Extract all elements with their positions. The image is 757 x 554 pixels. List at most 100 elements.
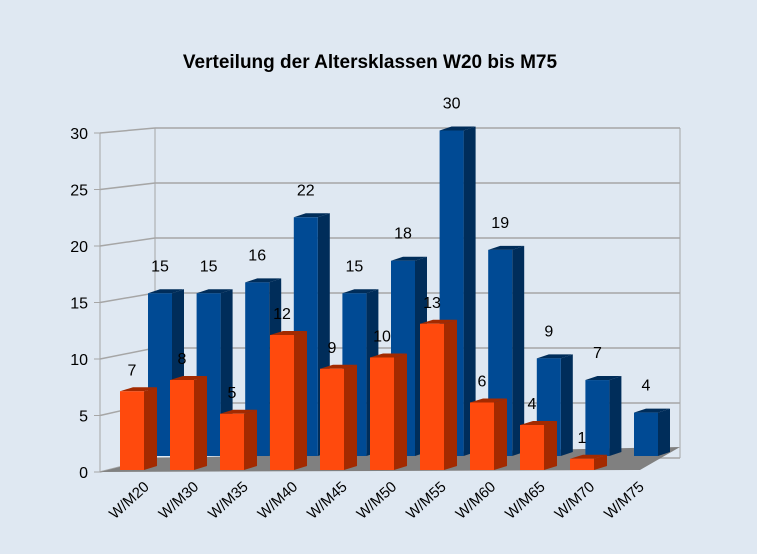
bar-front	[120, 387, 157, 470]
data-label-back: 15	[346, 258, 364, 275]
data-label-back: 4	[642, 378, 651, 395]
y-tick-label: 15	[70, 296, 88, 313]
data-label-front: 5	[228, 385, 237, 402]
bar-back-top	[245, 278, 282, 283]
bar-front-front	[470, 402, 494, 470]
bar-front-side	[294, 331, 307, 470]
gridline-side	[99, 237, 156, 247]
chart-title: Verteilung der Altersklassen W20 bis M75	[183, 52, 558, 73]
data-label-back: 30	[443, 96, 461, 113]
bar-back-top	[293, 213, 330, 218]
bar-back	[196, 289, 233, 456]
bar-front-side	[394, 353, 407, 470]
bar-back-front	[585, 380, 610, 456]
bar-back-side	[463, 126, 476, 456]
bar-back-top	[196, 289, 233, 294]
bar-front-top	[220, 409, 257, 414]
y-tick-label: 10	[70, 352, 88, 369]
bar-front	[320, 364, 357, 470]
data-label-front: 4	[528, 396, 537, 413]
bar-back-top	[391, 256, 427, 261]
y-tick-label: 25	[70, 183, 88, 200]
bar-front	[520, 421, 557, 470]
data-label-back: 16	[248, 247, 266, 264]
bar-back-top	[634, 408, 670, 413]
bar-front-side	[544, 421, 557, 470]
bar-front-side	[344, 364, 357, 470]
bar-back-side	[609, 376, 622, 456]
data-label-back: 9	[544, 323, 553, 340]
bar-front-front	[120, 391, 144, 470]
data-label-back: 15	[200, 258, 218, 275]
bar-front	[570, 454, 607, 470]
bar-front	[420, 319, 457, 470]
x-tick-label: W/M35	[205, 478, 252, 522]
bar-back	[585, 376, 622, 456]
x-tick-label: W/M70	[551, 478, 598, 522]
bar-front	[470, 398, 507, 470]
bar-front-top	[170, 376, 207, 380]
x-tick-label: W/M65	[502, 478, 549, 522]
bar-front-side	[444, 319, 457, 470]
bar-front-side	[594, 454, 607, 470]
x-tick-label: W/M40	[254, 478, 301, 522]
bar-front-top	[420, 319, 457, 324]
data-label-back: 18	[394, 226, 412, 243]
gridline-side	[99, 347, 156, 360]
bar-front-front	[420, 323, 444, 470]
data-label-back: 19	[491, 215, 509, 232]
bar-front-top	[320, 364, 357, 369]
bar-front-top	[570, 454, 607, 459]
bar-front-front	[370, 357, 394, 470]
y-tick-label: 0	[79, 465, 88, 482]
data-label-front: 9	[328, 340, 337, 357]
bar-front	[370, 353, 407, 470]
bar-front	[270, 331, 307, 470]
y-tick-label: 5	[79, 409, 88, 426]
bar-back-side	[560, 354, 573, 456]
bar-back-top	[488, 245, 525, 250]
gridline-side	[99, 182, 156, 191]
x-tick-label: W/M75	[601, 478, 648, 522]
bar-front-side	[144, 387, 157, 470]
bar-front-side	[244, 409, 257, 470]
bar-back-front	[634, 412, 658, 456]
bar-back-top	[439, 126, 476, 131]
x-tick-label: W/M45	[304, 478, 351, 522]
data-label-front: 10	[373, 329, 391, 346]
bar-back-top	[342, 289, 379, 294]
x-tick-label: W/M50	[353, 478, 400, 522]
bar-back-side	[512, 245, 525, 456]
bar-back-top	[148, 289, 184, 294]
bar-front-front	[570, 458, 594, 470]
data-label-back: 15	[151, 258, 169, 275]
data-label-front: 6	[478, 374, 487, 391]
x-tick-label: W/M30	[155, 478, 202, 522]
gridline-side	[99, 292, 156, 304]
bar-back-side	[658, 408, 670, 456]
bar-front-front	[220, 413, 244, 470]
bar-front-side	[194, 376, 207, 470]
bar-front-front	[320, 368, 344, 470]
y-tick-label: 30	[70, 126, 88, 143]
bar-front-top	[470, 398, 507, 403]
bar-front-side	[494, 398, 507, 470]
bar-front-front	[270, 335, 294, 470]
data-label-front: 7	[128, 362, 137, 379]
bar-back-top	[536, 354, 573, 359]
bar-back-top	[585, 376, 622, 381]
bar-front-front	[520, 425, 544, 470]
x-tick-label: W/M20	[106, 478, 153, 522]
x-tick-label: W/M55	[403, 478, 450, 522]
data-label-back: 22	[297, 182, 315, 199]
gridline-side	[99, 127, 156, 134]
bar-front	[170, 376, 207, 470]
data-label-front: 1	[578, 430, 587, 447]
bar-back	[634, 408, 670, 456]
data-label-front: 8	[178, 351, 187, 368]
bar-front-front	[170, 380, 194, 470]
bar-front-top	[270, 331, 307, 335]
bar-front	[220, 409, 257, 470]
bar-front-top	[370, 353, 407, 358]
